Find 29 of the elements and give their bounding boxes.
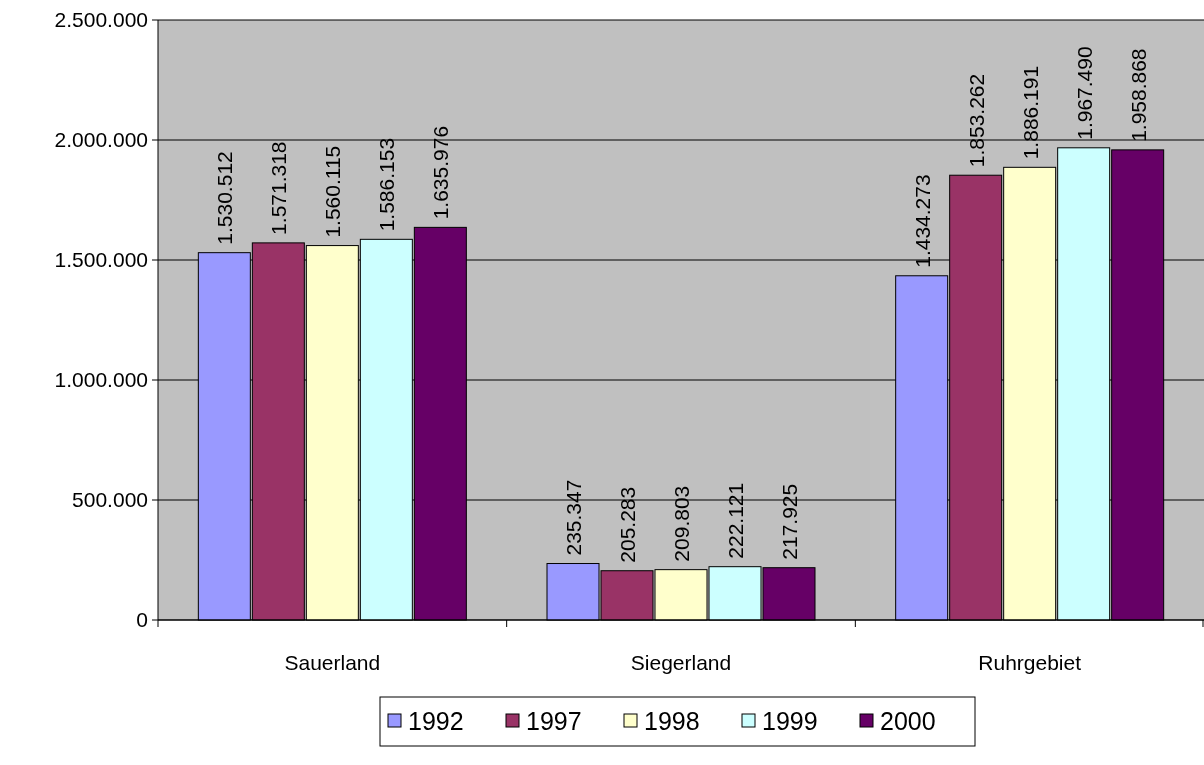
data-label: 222.121 <box>724 482 747 559</box>
data-label: 1.586.153 <box>375 137 399 232</box>
legend-label: 1999 <box>762 706 818 735</box>
data-label: 1.886.191 <box>1018 65 1042 160</box>
data-label: 205.283 <box>616 486 639 563</box>
data-label: 1.967.490 <box>1072 46 1096 140</box>
x-tick-label: Siegerland <box>630 651 732 674</box>
data-label: 1.434.273 <box>910 174 934 268</box>
y-tick-label: 1.000.000 <box>54 368 148 392</box>
legend-label: 1998 <box>644 706 700 735</box>
data-label: 217.925 <box>778 483 801 560</box>
data-label: 1.530.512 <box>213 151 237 245</box>
data-label: 1.853.262 <box>964 73 988 168</box>
x-tick-label: Ruhrgebiet <box>978 651 1082 674</box>
data-label: 1.635.976 <box>429 125 453 220</box>
data-label: 1.571.318 <box>267 141 291 235</box>
y-tick-label: 0 <box>136 608 148 632</box>
y-tick-label: 1.500.000 <box>54 248 148 272</box>
data-label: 1.560.115 <box>321 145 345 238</box>
y-tick-label: 2.500.000 <box>54 8 148 32</box>
legend-label: 1997 <box>526 706 582 735</box>
legend-label: 1992 <box>408 706 464 735</box>
y-tick-label: 500.000 <box>72 488 148 512</box>
legend-label: 2000 <box>880 706 936 735</box>
data-label: 235.347 <box>562 479 585 556</box>
data-label: 1.958.868 <box>1126 48 1150 142</box>
x-tick-label: Sauerland <box>284 651 381 674</box>
data-label: 209.803 <box>670 485 693 562</box>
y-tick-label: 2.000.000 <box>54 128 148 152</box>
